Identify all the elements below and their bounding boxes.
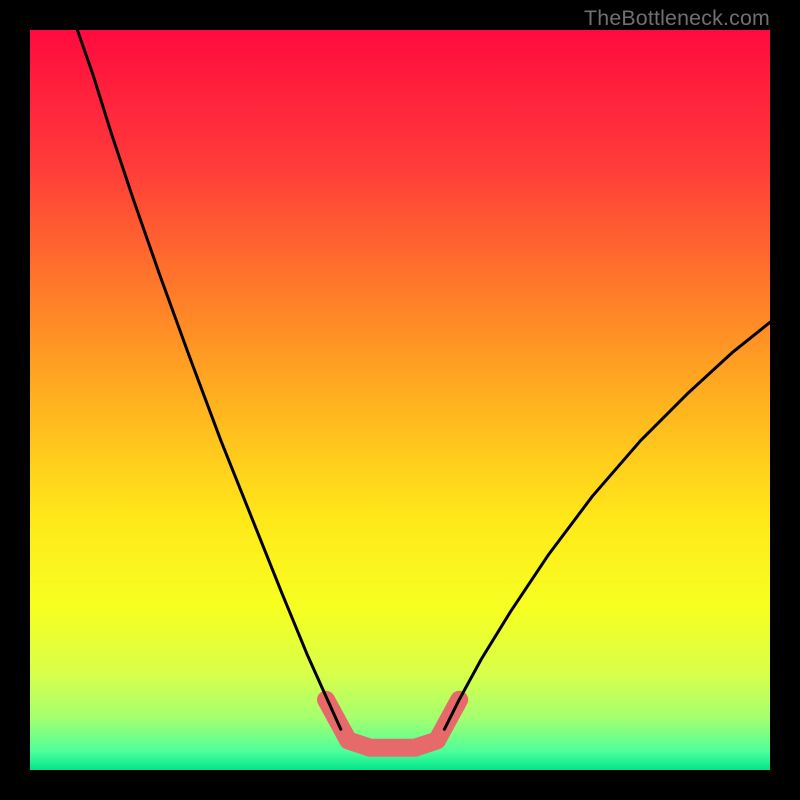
gradient-background — [30, 30, 770, 770]
chart-svg — [0, 0, 800, 800]
chart-frame: TheBottleneck.com — [0, 0, 800, 800]
watermark-text: TheBottleneck.com — [584, 6, 770, 31]
